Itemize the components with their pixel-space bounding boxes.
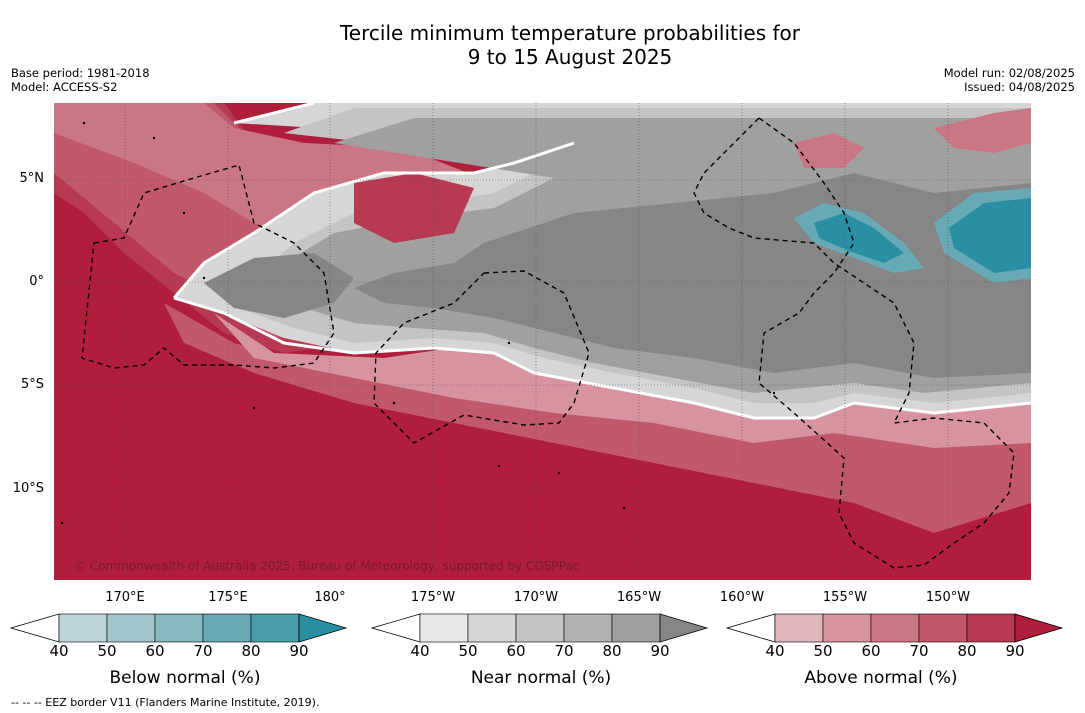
cb-near-tick-50: 50 bbox=[458, 642, 478, 660]
colorbar-segment bbox=[870, 613, 920, 643]
chart-title-line1: Tercile minimum temperature probabilitie… bbox=[339, 21, 801, 45]
cb-above-tick-80: 80 bbox=[957, 642, 977, 660]
colorbar-segment bbox=[202, 613, 252, 643]
cb-above-tick-70: 70 bbox=[909, 642, 929, 660]
model-name: Model: ACCESS-S2 bbox=[11, 80, 118, 94]
lon-label-175w: 175°W bbox=[410, 590, 456, 605]
cb-below-tick-80: 80 bbox=[241, 642, 261, 660]
cb-near-tick-80: 80 bbox=[602, 642, 622, 660]
above-normal-blob bbox=[354, 173, 474, 243]
colorbar-segment bbox=[58, 613, 108, 643]
map-svg bbox=[54, 103, 1031, 580]
probability-map: © Commonwealth of Australia 2025, Bureau… bbox=[54, 103, 1031, 580]
cb-near-title: Near normal (%) bbox=[470, 668, 612, 688]
colorbar-below-normal: 40 50 60 70 80 90 Below normal (%) bbox=[10, 612, 350, 697]
colorbar-above-normal: 40 50 60 70 80 90 Above normal (%) bbox=[726, 612, 1066, 697]
cb-above-tick-50: 50 bbox=[813, 642, 833, 660]
lon-label-150w: 150°W bbox=[925, 590, 971, 605]
lon-label-170w: 170°W bbox=[513, 590, 559, 605]
eez-borders bbox=[81, 117, 1015, 569]
colorbar-segment bbox=[154, 613, 204, 643]
colorbar-extend-high bbox=[1014, 613, 1064, 643]
cb-near-tick-60: 60 bbox=[506, 642, 526, 660]
cb-below-tick-90: 90 bbox=[289, 642, 309, 660]
lon-label-170e: 170°E bbox=[105, 590, 145, 605]
colorbar-segment bbox=[563, 613, 613, 643]
above-normal-patch-ne2 bbox=[934, 108, 1031, 153]
lon-label-175e: 175°E bbox=[208, 590, 248, 605]
colorbar-extend-high bbox=[659, 613, 709, 643]
lat-label-0: 0° bbox=[29, 274, 44, 289]
near-normal-70-west bbox=[204, 253, 354, 318]
islands bbox=[60, 121, 776, 525]
colorbar-segment bbox=[611, 613, 661, 643]
below-normal-90-east bbox=[949, 198, 1031, 273]
cb-above-tick-40: 40 bbox=[765, 642, 785, 660]
lat-label-5n: 5°N bbox=[19, 171, 45, 186]
copyright-notice: © Commonwealth of Australia 2025, Bureau… bbox=[74, 559, 580, 573]
cb-below-tick-40: 40 bbox=[49, 642, 69, 660]
contour-40-south bbox=[173, 296, 1031, 420]
base-period: Base period: 1981-2018 bbox=[11, 66, 150, 80]
cb-above-tick-90: 90 bbox=[1005, 642, 1025, 660]
contour-40-north bbox=[172, 141, 575, 299]
colorbar-extend-low bbox=[10, 613, 60, 643]
lat-label-10s: 10°S bbox=[12, 481, 44, 496]
colorbar-segment bbox=[918, 613, 968, 643]
colorbar-segment bbox=[774, 613, 824, 643]
graticule bbox=[54, 103, 1031, 580]
colorbar-segment bbox=[822, 613, 872, 643]
lon-label-180: 180° bbox=[314, 590, 346, 605]
colorbar-extend-low bbox=[371, 613, 421, 643]
colorbar-above-svg bbox=[726, 613, 1064, 643]
above-normal-patch-ne bbox=[794, 133, 864, 168]
above-normal-70-lower bbox=[164, 303, 1031, 533]
lon-label-160w: 160°W bbox=[719, 590, 765, 605]
cb-above-tick-60: 60 bbox=[861, 642, 881, 660]
lat-label-5s: 5°S bbox=[20, 377, 44, 392]
colorbar-segment bbox=[419, 613, 469, 643]
colorbar-segment bbox=[966, 613, 1016, 643]
colorbar-segment bbox=[250, 613, 300, 643]
colorbar-extend-low bbox=[726, 613, 776, 643]
colorbar-extend-high bbox=[298, 613, 348, 643]
cb-near-tick-90: 90 bbox=[650, 642, 670, 660]
lon-label-155w: 155°W bbox=[822, 590, 868, 605]
colorbar-below-svg bbox=[10, 613, 348, 643]
model-run: Model run: 02/08/2025 bbox=[943, 66, 1075, 80]
contour-40-nw bbox=[233, 103, 315, 125]
issued-date: Issued: 04/08/2025 bbox=[964, 80, 1075, 94]
colorbar-segment bbox=[515, 613, 565, 643]
colorbar-segment bbox=[106, 613, 156, 643]
chart-title-line2: 9 to 15 August 2025 bbox=[467, 45, 673, 69]
colorbar-near-normal: 40 50 60 70 80 90 Near normal (%) bbox=[371, 612, 711, 697]
cb-above-title: Above normal (%) bbox=[804, 668, 958, 688]
colorbar-near-svg bbox=[371, 613, 709, 643]
cb-below-tick-50: 50 bbox=[97, 642, 117, 660]
colorbar-segment bbox=[467, 613, 517, 643]
cb-near-tick-70: 70 bbox=[554, 642, 574, 660]
below-normal-90-region bbox=[814, 213, 904, 263]
eez-footnote: -- -- -- EEZ border V11 (Flanders Marine… bbox=[11, 696, 320, 709]
cb-below-tick-70: 70 bbox=[193, 642, 213, 660]
lon-label-165w: 165°W bbox=[616, 590, 662, 605]
cb-below-title: Below normal (%) bbox=[109, 668, 261, 688]
cb-below-tick-60: 60 bbox=[145, 642, 165, 660]
cb-near-tick-40: 40 bbox=[410, 642, 430, 660]
